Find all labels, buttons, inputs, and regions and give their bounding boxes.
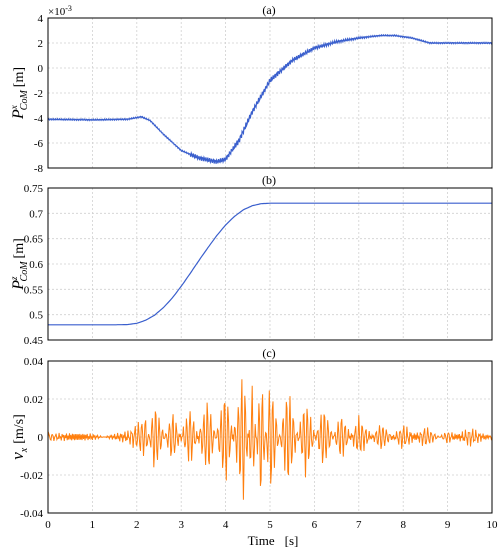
panel-a-y-tick-label: -2 (34, 88, 43, 100)
panel-c-x-tick-label: 6 (312, 519, 318, 531)
panel-a-exponent: ×10-3 (48, 4, 72, 18)
panel-c-x-tick-label: 7 (356, 519, 362, 531)
panel-c-x-tick-label: 1 (90, 519, 96, 531)
panel-c-x-tick-label: 10 (487, 519, 499, 531)
panel-b-y-tick-label: 0.5 (29, 310, 43, 322)
panel-c-axes-box (47, 360, 493, 514)
panel-a-series-line (47, 33, 493, 165)
panel-c-y-tick-label: 0.04 (24, 356, 44, 368)
panel-a: (a) 4 2 0 -2 -4 -6 -8 ×10-3 PxCoM[m] (9, 3, 493, 175)
panel-a-y-tick-label: 4 (38, 13, 44, 25)
panel-b-title: (b) (262, 173, 276, 187)
panel-c-x-tick-label: 4 (223, 519, 229, 531)
panel-c-x-ticks: 0 1 2 3 4 5 6 7 8 9 10 (45, 519, 498, 531)
panel-c: (c) 0.04 0.02 0 -0.02 -0.04 0 1 2 3 4 5 6 7 8 9 10 vx[… (8, 346, 498, 548)
panel-b-y-label: PzCoM[m] (9, 238, 30, 291)
panel-b-y-tick-label: 0.75 (24, 183, 44, 195)
panel-c-y-tick-label: 0.02 (24, 394, 43, 406)
panel-b-grid (48, 188, 492, 340)
panel-c-series-line (47, 379, 493, 500)
panel-b-axes-box (47, 187, 493, 341)
panel-b-y-tick-label: 0.65 (24, 234, 44, 246)
panel-c-y-tick-label: -0.02 (20, 470, 43, 482)
panel-c-y-ticks: 0.04 0.02 0 -0.02 -0.04 (20, 356, 43, 520)
panel-b: (b) 0.75 0.7 0.65 0.6 0.55 0.5 0.45 PzCoM[m] (9, 173, 493, 347)
panel-a-y-tick-label: -6 (34, 138, 44, 150)
panel-c-x-tick-label: 3 (178, 519, 184, 531)
panel-c-x-tick-label: 0 (45, 519, 51, 531)
panel-c-y-tick-label: 0 (38, 432, 44, 444)
panel-c-x-tick-label: 8 (400, 519, 406, 531)
panel-a-y-tick-label: -8 (34, 163, 44, 175)
panel-c-x-tick-label: 5 (267, 519, 273, 531)
panel-c-y-label: vx[m/s] (8, 414, 30, 460)
panel-b-y-ticks: 0.75 0.7 0.65 0.6 0.55 0.5 0.45 (24, 183, 44, 347)
panel-a-axes-box (47, 17, 493, 169)
panel-b-y-tick-label: 0.45 (24, 335, 44, 347)
panel-a-title: (a) (262, 3, 275, 17)
panel-b-y-tick-label: 0.7 (29, 208, 43, 220)
panel-c-title: (c) (262, 346, 275, 360)
panel-c-x-tick-label: 2 (134, 519, 140, 531)
panel-a-y-ticks: 4 2 0 -2 -4 -6 -8 (34, 13, 44, 175)
panel-a-y-tick-label: -4 (34, 113, 44, 125)
panel-b-y-tick-label: 0.6 (29, 259, 43, 271)
x-axis-label: Time [s] (248, 533, 299, 548)
panel-b-series-line (48, 202, 492, 326)
panel-c-y-tick-label: -0.04 (20, 508, 43, 520)
panel-a-y-label: PxCoM[m] (9, 67, 30, 120)
panel-a-y-tick-label: 0 (38, 63, 44, 75)
panel-b-y-tick-label: 0.55 (24, 284, 44, 296)
panel-a-y-tick-label: 2 (38, 38, 44, 50)
panel-c-x-tick-label: 9 (445, 519, 451, 531)
